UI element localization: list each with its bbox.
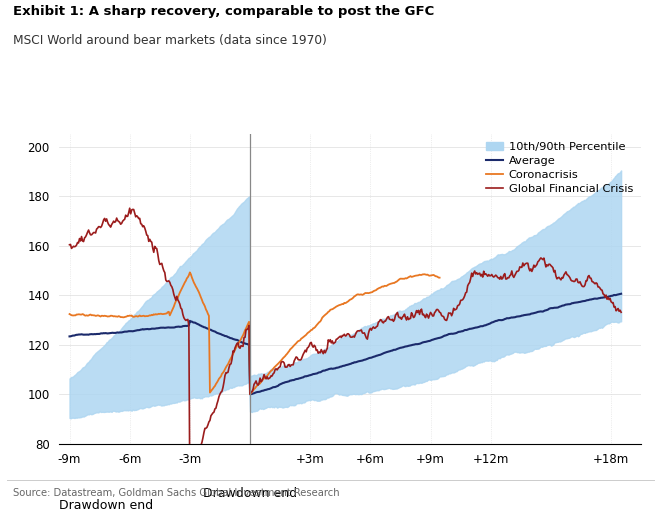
Text: Exhibit 1: A sharp recovery, comparable to post the GFC: Exhibit 1: A sharp recovery, comparable … [13, 5, 434, 18]
Legend: 10th/90th Percentile, Average, Coronacrisis, Global Financial Crisis: 10th/90th Percentile, Average, Coronacri… [484, 140, 635, 197]
Text: Drawdown end: Drawdown end [203, 487, 297, 500]
Text: MSCI World around bear markets (data since 1970): MSCI World around bear markets (data sin… [13, 34, 327, 46]
Text: Drawdown end: Drawdown end [59, 499, 153, 512]
Text: Source: Datastream, Goldman Sachs Global Investment Research: Source: Datastream, Goldman Sachs Global… [13, 488, 340, 497]
